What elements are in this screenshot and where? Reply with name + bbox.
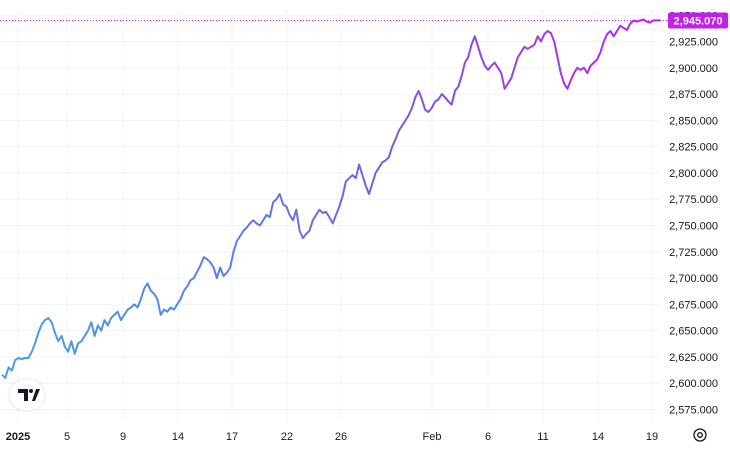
x-tick-label: 6 (485, 431, 491, 443)
tradingview-logo-icon (18, 389, 40, 401)
x-tick-label: 26 (335, 431, 347, 443)
y-tick-label: 2,750.000 (669, 221, 718, 233)
y-tick-label: 2,700.000 (669, 273, 718, 285)
y-tick-label: 2,800.000 (669, 168, 718, 180)
y-tick-label: 2,725.000 (669, 247, 718, 259)
last-price-label-layer: 2,945.070 (0, 12, 728, 29)
x-tick-label: 2025 (6, 431, 30, 443)
tradingview-logo[interactable] (10, 380, 44, 410)
x-tick-label: 17 (226, 431, 238, 443)
y-tick-label: 2,850.000 (669, 115, 718, 127)
y-tick-label: 2,625.000 (669, 352, 718, 364)
series-line-layer (1, 18, 660, 379)
y-tick-label: 2,575.000 (669, 404, 718, 416)
y-tick-label: 2,775.000 (669, 194, 718, 206)
x-tick-label: 19 (646, 431, 658, 443)
y-tick-label: 2,875.000 (669, 89, 718, 101)
last-price-label: 2,945.070 (674, 15, 723, 27)
y-axis[interactable]: 2,575.000 2,600.000 2,625.000 2,650.000 2,67… (669, 10, 718, 416)
settings-button[interactable] (690, 425, 710, 445)
x-tick-label: 5 (64, 431, 70, 443)
y-tick-label: 2,600.000 (669, 378, 718, 390)
x-tick-label: 11 (537, 431, 548, 443)
x-tick-label: 14 (172, 431, 184, 443)
price-series-line (1, 18, 660, 379)
y-tick-label: 2,675.000 (669, 299, 718, 311)
y-tick-label: 2,650.000 (669, 326, 718, 338)
x-tick-label: 14 (592, 431, 604, 443)
gear-icon (693, 428, 707, 442)
grid (0, 10, 660, 420)
y-tick-label: 2,825.000 (669, 142, 718, 154)
last-price-badge (668, 12, 728, 29)
x-tick-label: 22 (281, 431, 293, 443)
x-tick-label: Feb (423, 431, 442, 443)
y-tick-label: 2,925.000 (669, 37, 718, 49)
y-tick-label: 2,900.000 (669, 63, 718, 75)
x-tick-label: 9 (120, 431, 126, 443)
x-axis[interactable]: 2025 5 9 14 17 22 26 Feb 6 11 14 19 (6, 431, 658, 443)
